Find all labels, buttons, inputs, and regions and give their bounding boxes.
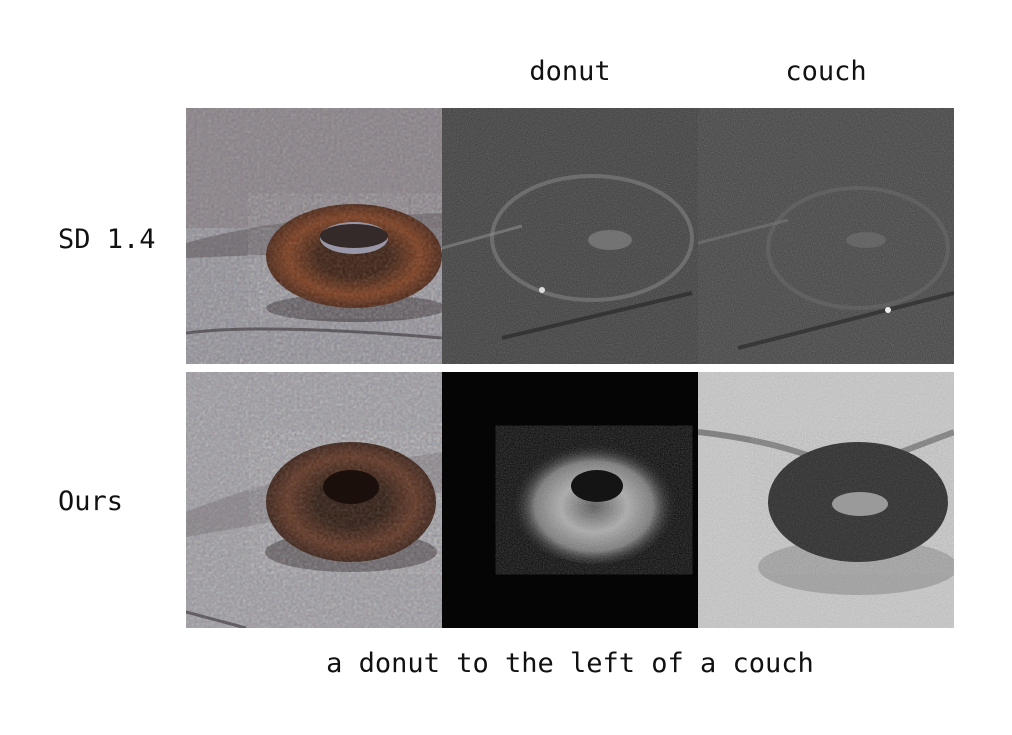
ours-couch-attention-map <box>698 372 954 628</box>
column-label-couch: couch <box>785 56 867 87</box>
row-label-ours: Ours <box>58 486 124 517</box>
sd14-donut-attention-map <box>442 108 698 364</box>
ours-generated-image <box>186 372 442 628</box>
prompt-caption: a donut to the left of a couch <box>326 648 814 679</box>
ours-donut-attention-map <box>442 372 698 628</box>
sd14-couch-attention-map <box>698 108 954 364</box>
row-label-sd14: SD 1.4 <box>58 224 156 255</box>
column-label-donut: donut <box>529 56 611 87</box>
sd14-generated-image <box>186 108 442 364</box>
